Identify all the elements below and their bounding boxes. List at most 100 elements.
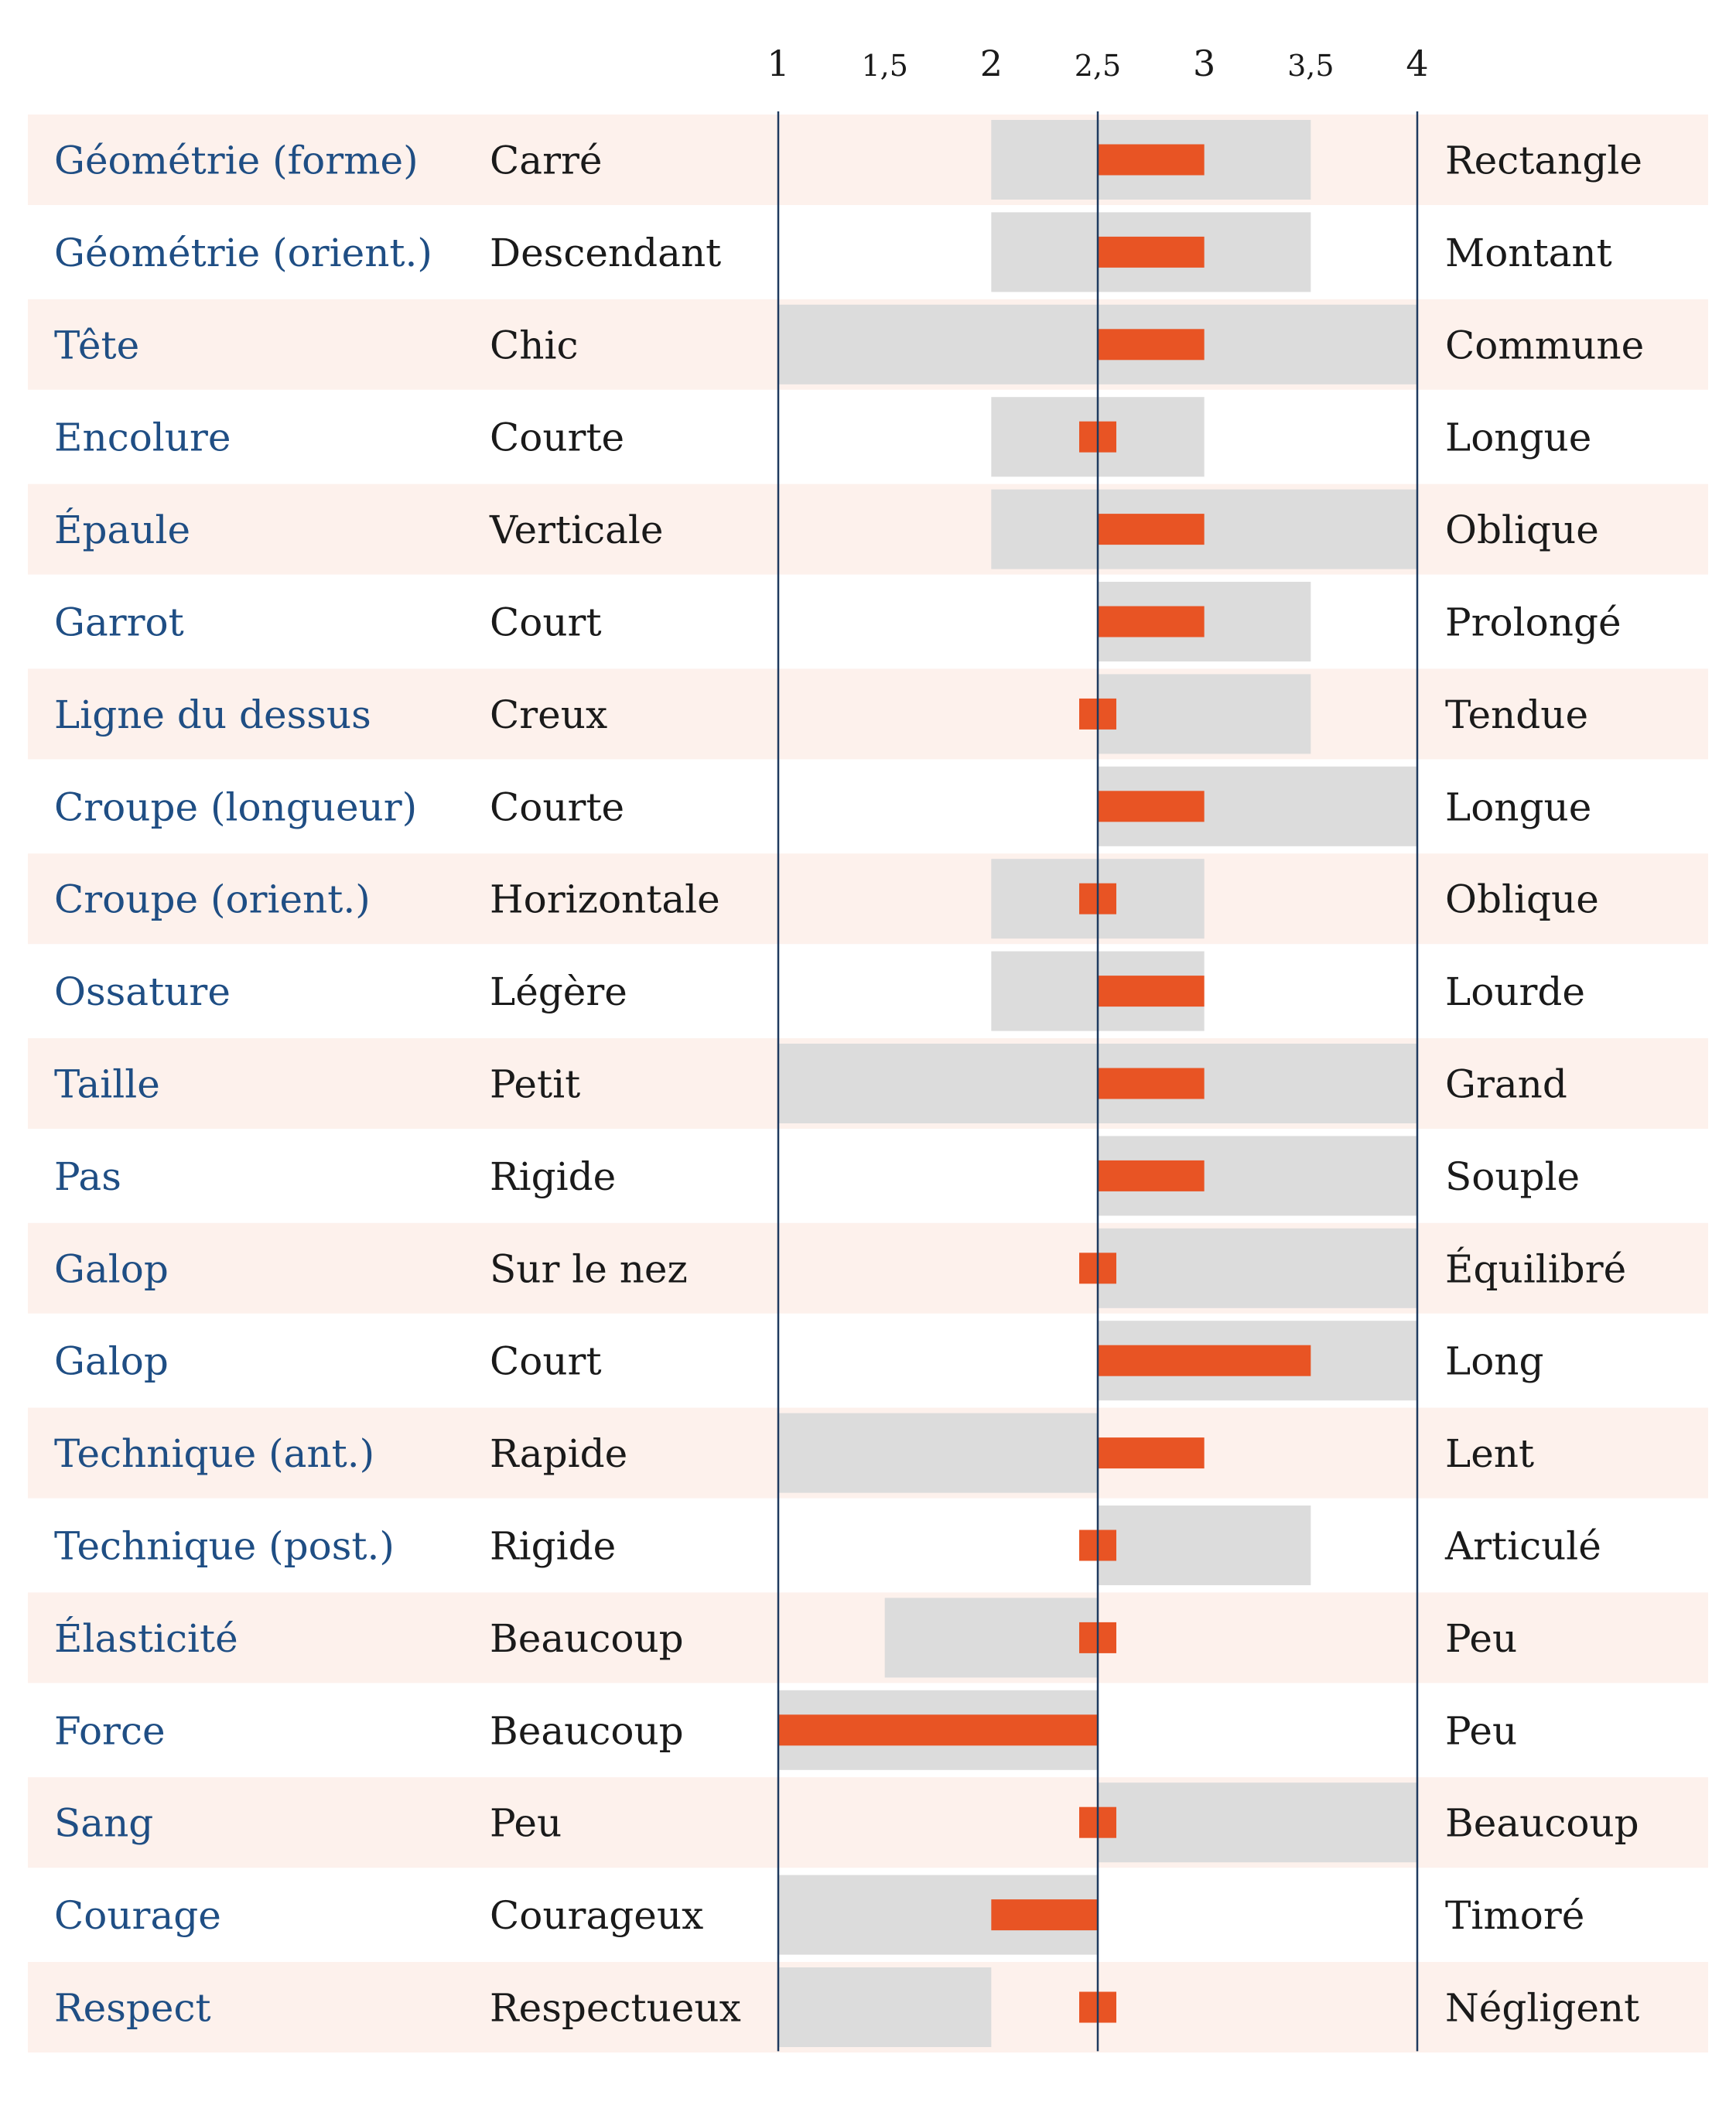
- trait-label: Technique (ant.): [54, 1431, 374, 1476]
- trait-label: Encolure: [54, 415, 231, 460]
- left-pole-label: Peu: [490, 1801, 562, 1846]
- row-band: [28, 1222, 1708, 1314]
- left-pole-label: Horizontale: [490, 877, 720, 922]
- value-bar: [1098, 144, 1205, 176]
- left-pole-label: Courageux: [490, 1893, 703, 1938]
- tick-label: 1,5: [861, 49, 907, 83]
- right-pole-label: Commune: [1445, 323, 1644, 367]
- left-pole-label: Petit: [490, 1062, 580, 1107]
- row-band: [28, 853, 1708, 945]
- left-pole-label: Légère: [490, 969, 627, 1014]
- left-pole-label: Rigide: [490, 1154, 616, 1199]
- left-pole-label: Descendant: [490, 231, 721, 275]
- trait-label: Croupe (longueur): [54, 784, 417, 829]
- tick-labels: 1 1,5 2 2,5 3 3,5 4: [767, 43, 1428, 84]
- right-pole-label: Longue: [1445, 784, 1591, 829]
- range-bar: [1098, 1782, 1417, 1863]
- left-pole-label: Carré: [490, 138, 602, 183]
- trait-label: Taille: [54, 1062, 160, 1107]
- right-pole-label: Lourde: [1445, 969, 1585, 1014]
- left-pole-label: Rigide: [490, 1524, 616, 1569]
- right-pole-label: Oblique: [1445, 877, 1599, 922]
- right-pole-label: Prolongé: [1445, 600, 1622, 645]
- trait-label: Galop: [54, 1246, 169, 1291]
- row-labels: Géométrie (forme) Carré Rectangle Géométrie…: [54, 138, 1644, 2031]
- trait-label: Tête: [54, 323, 139, 367]
- trait-label: Élasticité: [54, 1615, 238, 1661]
- left-pole-label: Creux: [490, 692, 607, 737]
- value-bar: [1098, 606, 1205, 637]
- right-pole-label: Peu: [1445, 1708, 1517, 1753]
- trait-label: Respect: [54, 1986, 211, 2031]
- left-pole-label: Courte: [490, 784, 624, 829]
- right-pole-label: Équilibré: [1445, 1246, 1626, 1291]
- trait-label: Géométrie (orient.): [54, 231, 432, 275]
- range-bar: [778, 1967, 992, 2047]
- range-bar: [1098, 674, 1311, 754]
- trait-label: Force: [54, 1708, 166, 1753]
- tick-label: 1: [767, 43, 789, 84]
- trait-label: Ossature: [54, 969, 231, 1014]
- value-bar: [991, 1899, 1098, 1931]
- range-bar: [884, 1598, 1098, 1678]
- tick-label: 3: [1193, 43, 1215, 84]
- value-bar: [1098, 236, 1205, 268]
- trait-label: Courage: [54, 1893, 221, 1938]
- right-pole-label: Grand: [1445, 1062, 1567, 1107]
- trait-label: Garrot: [54, 600, 184, 645]
- row-band: [28, 668, 1708, 760]
- trait-label: Géométrie (forme): [54, 138, 419, 183]
- tick-label: 2,5: [1075, 49, 1121, 83]
- value-bar: [1098, 1345, 1311, 1376]
- axis-lines: [777, 111, 1419, 2052]
- row-band: [28, 114, 1708, 205]
- trait-label: Croupe (orient.): [54, 877, 371, 922]
- right-pole-label: Rectangle: [1445, 138, 1642, 183]
- tick-label: 4: [1406, 43, 1428, 84]
- row-band: [28, 1592, 1708, 1683]
- value-bar: [1098, 1160, 1205, 1191]
- value-bar: [1098, 514, 1205, 545]
- right-pole-label: Lent: [1445, 1431, 1534, 1476]
- left-pole-label: Chic: [490, 323, 578, 367]
- left-pole-label: Rapide: [490, 1431, 627, 1476]
- left-pole-label: Verticale: [489, 508, 664, 552]
- value-bars: [778, 144, 1311, 2023]
- row-band: [28, 484, 1708, 575]
- value-bar: [1098, 1068, 1205, 1099]
- trait-label: Sang: [54, 1801, 153, 1846]
- range-bar: [778, 1413, 1098, 1493]
- range-bar: [1098, 1506, 1311, 1585]
- tick-label: 2: [980, 43, 1003, 84]
- left-pole-label: Sur le nez: [490, 1246, 688, 1291]
- trait-label: Galop: [54, 1339, 169, 1384]
- value-bar: [1098, 1437, 1205, 1469]
- right-pole-label: Timoré: [1445, 1893, 1584, 1938]
- trait-label: Pas: [54, 1154, 121, 1199]
- left-pole-label: Respectueux: [490, 1986, 741, 2031]
- left-pole-label: Court: [490, 600, 602, 645]
- value-bar: [1098, 791, 1205, 822]
- right-pole-label: Négligent: [1445, 1986, 1639, 2031]
- value-bar: [1098, 329, 1205, 361]
- trait-label: Épaule: [54, 507, 190, 552]
- right-pole-label: Tendue: [1445, 692, 1588, 737]
- left-pole-label: Court: [490, 1339, 602, 1384]
- right-pole-label: Articulé: [1444, 1524, 1601, 1569]
- range-bar: [991, 489, 1417, 569]
- value-bar: [1098, 976, 1205, 1007]
- right-pole-label: Long: [1445, 1339, 1544, 1384]
- left-pole-label: Beaucoup: [490, 1708, 684, 1753]
- right-pole-label: Souple: [1445, 1154, 1580, 1199]
- range-bar: [1098, 1228, 1417, 1308]
- left-pole-label: Beaucoup: [490, 1616, 684, 1661]
- row-band: [28, 1777, 1708, 1868]
- trait-label: Technique (post.): [54, 1524, 395, 1569]
- right-pole-label: Longue: [1445, 415, 1591, 460]
- right-pole-label: Peu: [1445, 1616, 1517, 1661]
- value-bar: [778, 1714, 1098, 1746]
- tick-label: 3,5: [1287, 49, 1334, 83]
- trait-label: Ligne du dessus: [54, 692, 371, 737]
- right-pole-label: Beaucoup: [1445, 1801, 1639, 1846]
